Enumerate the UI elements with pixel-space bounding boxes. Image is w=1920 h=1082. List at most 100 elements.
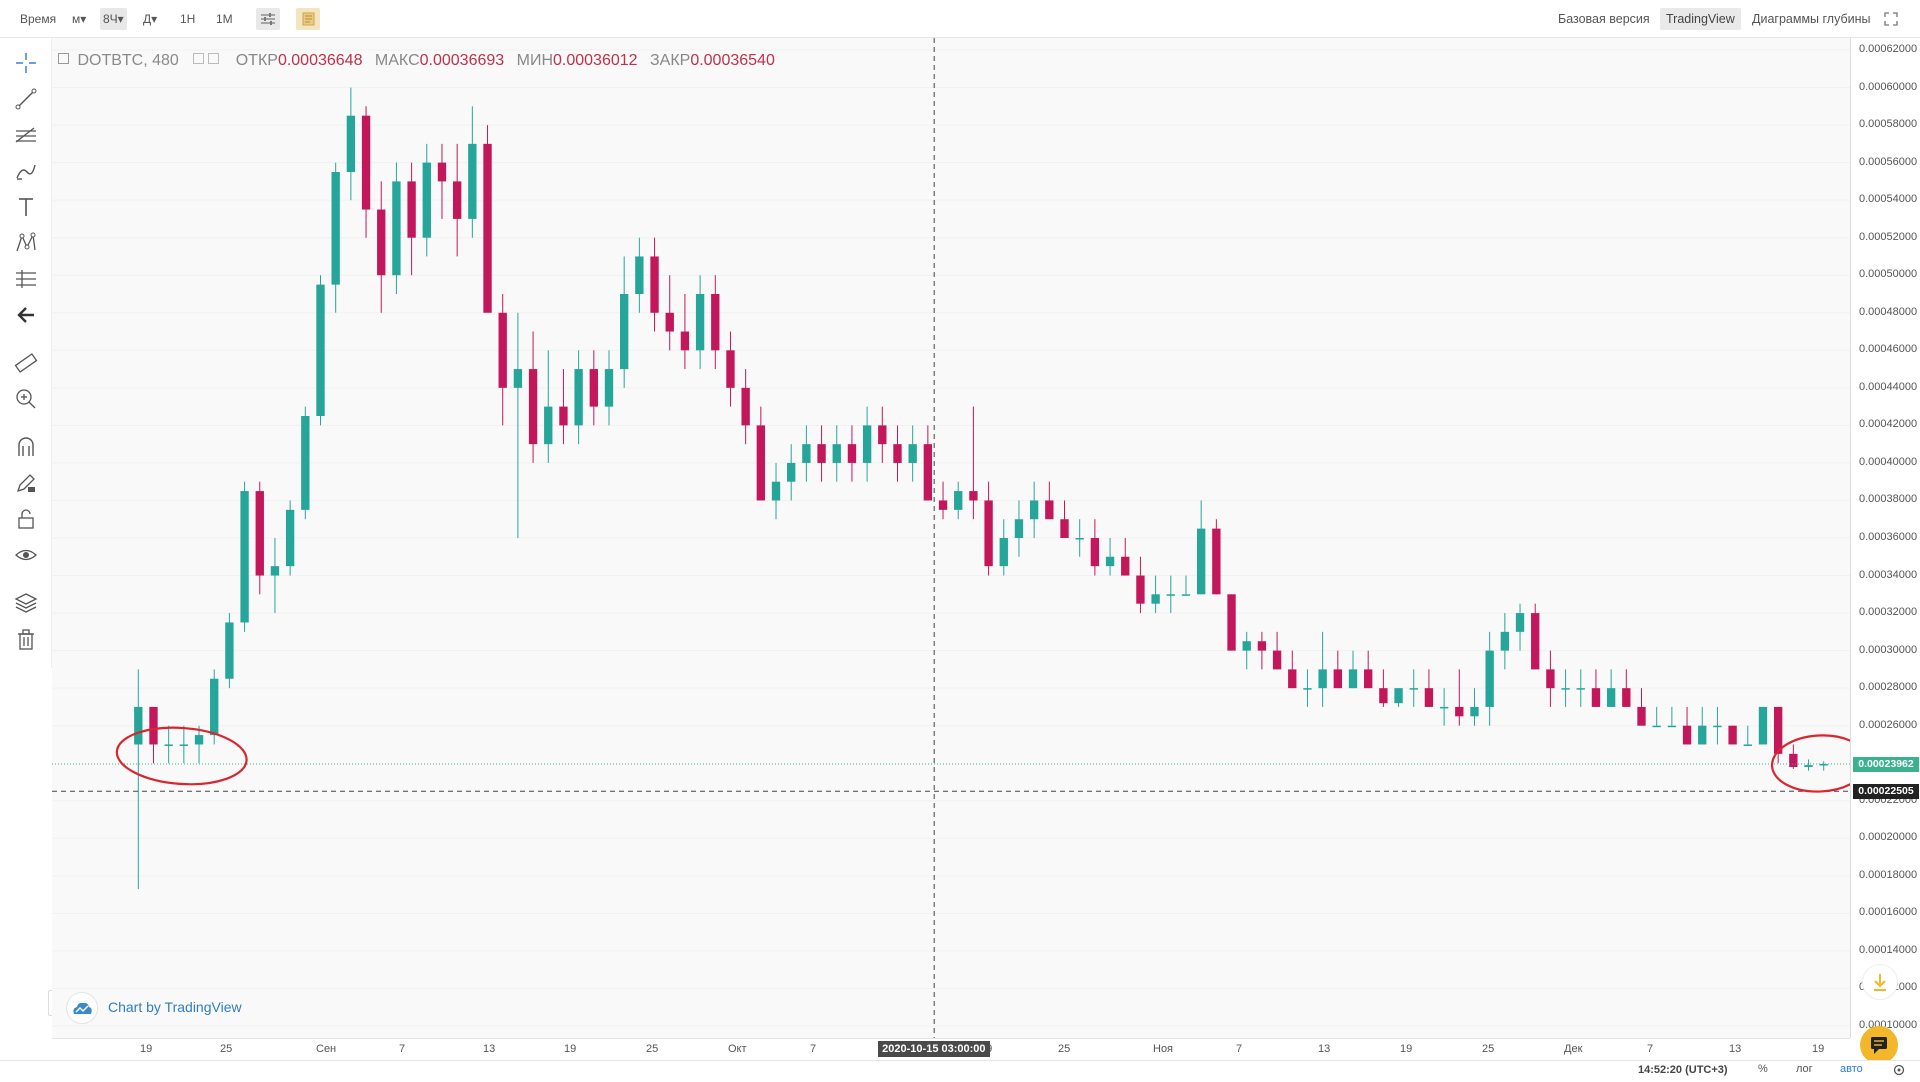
price-tick-label: 0.00052000	[1859, 230, 1918, 243]
drawing-toolbar	[0, 38, 52, 668]
candle-body	[1758, 706, 1768, 745]
candle-body	[1303, 688, 1312, 690]
candle-body	[1728, 725, 1737, 745]
basic-version-tab[interactable]: Базовая версия	[1558, 12, 1650, 26]
candle-body	[1136, 575, 1145, 604]
log-toggle[interactable]: лог	[1796, 1063, 1813, 1075]
price-tick-label: 0.00026000	[1859, 718, 1918, 731]
clock-time: 14:52:20 (UTC+3)	[1638, 1064, 1728, 1076]
crosshair-icon[interactable]	[13, 50, 39, 76]
interval-1m-button[interactable]: 1М	[216, 12, 233, 26]
candle-body	[1561, 688, 1570, 690]
ruler-icon[interactable]	[13, 350, 39, 376]
measure-lines-icon[interactable]	[13, 266, 39, 292]
candle-body	[620, 294, 629, 370]
interval-1w-button[interactable]: 1Н	[180, 12, 196, 26]
time-tick-label: 7	[1647, 1043, 1654, 1055]
scroll-to-latest-button[interactable]	[1862, 964, 1898, 1000]
candle-body	[589, 369, 598, 407]
interval-8h-dropdown[interactable]: 8Ч▾	[100, 8, 127, 30]
candle-body	[1485, 650, 1494, 707]
price-tick-label: 0.00054000	[1859, 193, 1918, 206]
candle-body	[862, 425, 872, 463]
price-tick-label: 0.00030000	[1859, 643, 1918, 656]
time-tick-label: 7	[1236, 1043, 1243, 1055]
settings-box-icon[interactable]	[193, 53, 205, 65]
candle-body	[741, 387, 750, 426]
price-tick-label: 0.00028000	[1859, 681, 1918, 694]
candle-body	[528, 369, 538, 445]
candle-body	[1546, 669, 1555, 689]
candle-body	[1713, 725, 1722, 728]
trendline-icon[interactable]	[13, 86, 39, 112]
fib-icon[interactable]	[13, 122, 39, 148]
sliders-icon[interactable]	[256, 8, 280, 30]
candle-body	[574, 369, 583, 426]
candle-body	[1455, 706, 1464, 717]
pattern-icon[interactable]	[13, 230, 39, 256]
price-tick-label: 0.00050000	[1859, 268, 1918, 281]
price-tick-label: 0.00032000	[1859, 606, 1918, 619]
minutes-dropdown[interactable]: м▾	[72, 12, 87, 26]
candle-body	[1151, 594, 1160, 604]
candle-body	[134, 706, 143, 745]
trash-icon[interactable]	[13, 626, 39, 652]
time-tick-label: 25	[646, 1043, 659, 1055]
magnet-icon[interactable]	[13, 434, 39, 460]
candle-body	[1242, 641, 1251, 651]
close-label: ЗАКР	[649, 52, 691, 69]
lock-pencil-icon[interactable]	[13, 470, 39, 496]
low-value: 0.00036012	[553, 52, 638, 69]
candle-body	[1288, 669, 1297, 689]
time-tick-label: 19	[1812, 1043, 1825, 1055]
price-tick-label: 0.00062000	[1859, 43, 1918, 55]
percent-toggle[interactable]: %	[1758, 1063, 1768, 1075]
back-arrow-icon[interactable]	[13, 302, 39, 328]
candle-body	[1637, 706, 1646, 726]
candle-body	[1773, 706, 1783, 754]
collapse-legend-icon[interactable]	[58, 53, 69, 65]
candle-body	[1606, 688, 1616, 707]
candle-body	[255, 491, 264, 576]
brush-icon[interactable]	[13, 158, 39, 184]
price-tick-label: 0.00014000	[1859, 943, 1918, 956]
chat-button[interactable]	[1860, 1026, 1898, 1064]
candle-body	[437, 162, 447, 182]
fullscreen-icon[interactable]	[1883, 11, 1899, 27]
candle-body	[498, 312, 507, 388]
eye-icon[interactable]	[13, 542, 39, 568]
candle-body	[1014, 519, 1024, 538]
price-scale[interactable]: 0.00062000 0.00060000 0.00058000 0.00056000…	[1850, 38, 1920, 1038]
candle-body	[1272, 650, 1282, 670]
text-icon[interactable]	[13, 194, 39, 220]
bottom-bar: 14:52:20 (UTC+3) % лог авто	[0, 1060, 1920, 1080]
zoom-in-icon[interactable]	[13, 386, 39, 412]
candlestick-chart[interactable]	[52, 38, 1850, 1038]
symbol-label: DOTBTC, 480	[77, 52, 179, 69]
candle-body	[604, 369, 614, 407]
high-value: 0.00036693	[419, 52, 505, 69]
gear-icon[interactable]	[1892, 1063, 1906, 1077]
candle-body	[331, 172, 340, 285]
time-tick-label: 25	[220, 1043, 233, 1055]
auto-toggle[interactable]: авто	[1840, 1063, 1863, 1075]
note-icon[interactable]	[296, 8, 320, 30]
candle-body	[680, 331, 690, 351]
depth-charts-tab[interactable]: Диаграммы глубины	[1752, 12, 1871, 26]
unlock-icon[interactable]	[13, 506, 39, 532]
price-tick-label: 0.00020000	[1859, 831, 1918, 844]
candle-body	[210, 678, 219, 736]
close-box-icon[interactable]	[208, 53, 220, 65]
candle-body	[316, 284, 325, 416]
candle-body	[787, 462, 796, 482]
candle-body	[179, 744, 189, 746]
days-dropdown[interactable]: Д▾	[143, 12, 158, 26]
layers-icon[interactable]	[13, 590, 39, 616]
tradingview-tab[interactable]: TradingView	[1660, 8, 1741, 30]
time-tick-label: Сен	[316, 1043, 337, 1055]
top-toolbar: Время м▾ 8Ч▾ Д▾ 1Н 1М Базовая версия Tra…	[0, 0, 1920, 38]
price-tick-label: 0.00058000	[1859, 118, 1918, 131]
candle-body	[1439, 706, 1449, 709]
chart-area[interactable]	[52, 38, 1850, 1038]
candle-body	[726, 350, 735, 388]
